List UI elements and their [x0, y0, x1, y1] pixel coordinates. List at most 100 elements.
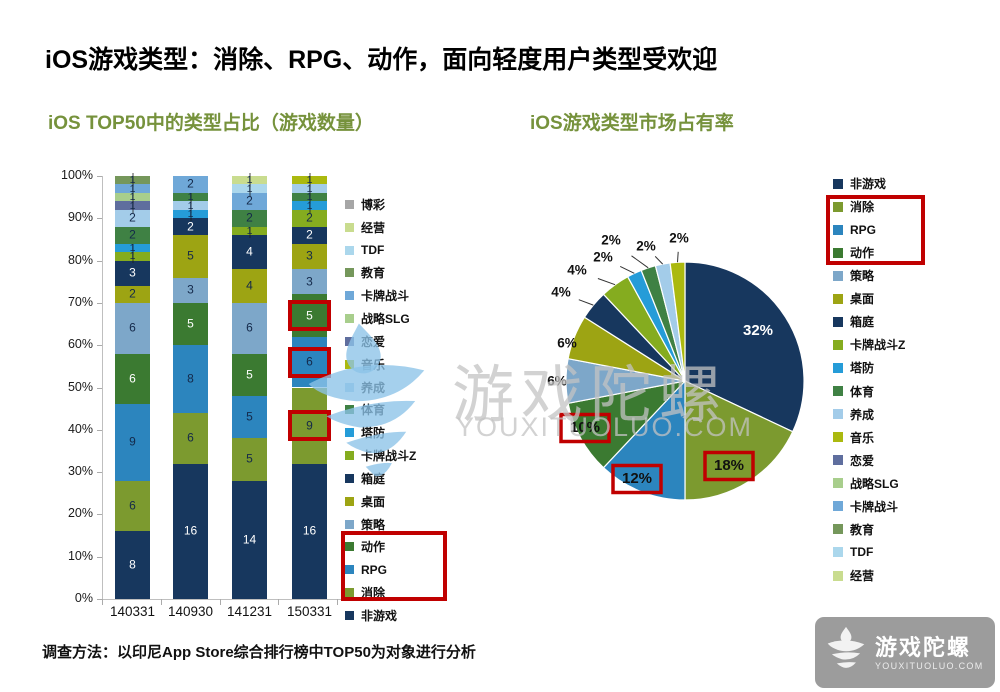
y-axis-tick — [97, 345, 102, 347]
legend-label: 战略SLG — [850, 476, 899, 491]
bar-segment-140331-0: 8 — [115, 531, 150, 599]
bar-segment-141231-0: 14 — [232, 480, 267, 599]
bar-segment-140331-8: 1 — [115, 240, 150, 255]
bar-segment-140331-12: 1 — [115, 190, 150, 205]
bar-segment-value: 5 — [246, 409, 253, 424]
bar-segment-140331-4: 6 — [115, 302, 150, 354]
legend-swatch — [833, 501, 843, 512]
bar-segment-value: 1 — [246, 182, 253, 195]
bar-segment-150331-9: 1 — [292, 190, 327, 205]
legend-label: RPG — [361, 562, 388, 577]
pie-label-RPG: 12% — [622, 470, 652, 487]
pie-legend-item-12: 恋爱 — [833, 449, 874, 472]
legend-swatch — [345, 496, 354, 506]
legend-swatch — [833, 570, 843, 581]
bar-segment-140331-6: 3 — [115, 260, 150, 286]
bar-segment-140331-5: 2 — [115, 285, 150, 303]
bar-segment-value: 9 — [306, 418, 313, 433]
y-axis-tick — [97, 260, 102, 262]
legend-swatch — [345, 588, 354, 598]
y-axis-tick — [97, 302, 102, 304]
bar-legend-item-16: RPG — [345, 558, 387, 581]
legend-label: 恋爱 — [850, 453, 875, 468]
legend-swatch — [833, 455, 843, 466]
bar-segment-value: 5 — [246, 452, 253, 467]
pie-slice-音乐 — [669, 261, 686, 382]
legend-label: 桌面 — [361, 494, 386, 509]
bar-highlight-box-消除 — [288, 410, 331, 442]
bar-segment-140930-0: 16 — [173, 463, 208, 599]
legend-swatch — [833, 339, 843, 350]
bar-segment-141231-5: 4 — [232, 269, 267, 303]
pie-label-体育: 2% — [601, 233, 621, 248]
x-axis-line — [102, 599, 342, 600]
y-axis-label: 40% — [67, 421, 93, 436]
bar-highlight-box-RPG — [288, 346, 331, 378]
pie-legend-item-4: 策略 — [833, 264, 874, 287]
bar-segment-value: 1 — [187, 199, 194, 212]
pie-legend-item-5: 桌面 — [833, 287, 874, 310]
bar-legend-item-14: 策略 — [345, 513, 385, 536]
pie-legend-item-3: 动作 — [833, 241, 874, 264]
bar-chart-title: iOS TOP50中的类型占比（游戏数量） — [48, 113, 374, 134]
legend-label: RPG — [850, 222, 877, 237]
legend-swatch — [833, 247, 843, 258]
bar-segment-150331-4: 3 — [292, 269, 327, 295]
legend-swatch — [833, 224, 843, 235]
bar-segment-140331-3: 6 — [115, 353, 150, 405]
bar-legend-item-13: 桌面 — [345, 490, 385, 513]
label-leader-line — [249, 181, 250, 196]
legend-swatch — [833, 270, 843, 281]
pie-label-leader-line — [619, 265, 635, 274]
label-leader-line — [190, 207, 191, 222]
pie-label-leader-line — [677, 251, 679, 263]
y-axis-label: 30% — [67, 464, 93, 479]
legend-label: 动作 — [850, 246, 875, 261]
bar-segment-150331-10: 1 — [292, 181, 327, 196]
bar-segment-value: 1 — [306, 199, 313, 212]
slide-title: iOS游戏类型：消除、RPG、动作，面向轻度用户类型受欢迎 — [45, 46, 718, 74]
bar-segment-141231-10: 1 — [232, 181, 267, 196]
bar-segment-value: 1 — [129, 199, 136, 212]
legend-swatch — [833, 293, 843, 304]
pie-chart-title: iOS游戏类型市场占有率 — [530, 113, 734, 134]
bar-segment-value: 3 — [187, 282, 194, 297]
pie-label-动作: 10% — [570, 419, 600, 436]
pie-highlight-box-RPG — [611, 463, 663, 495]
bar-segment-value: 1 — [129, 241, 136, 254]
legend-label: 卡牌战斗 — [361, 289, 410, 304]
bar-segment-140331-9: 2 — [115, 226, 150, 244]
pie-label-卡牌战斗Z: 4% — [567, 263, 587, 278]
y-axis-label: 50% — [67, 379, 93, 394]
legend-label: 箱庭 — [850, 315, 875, 330]
bar-segment-value: 3 — [129, 266, 136, 281]
x-axis-label-150331: 150331 — [286, 604, 333, 619]
pie-slice-消除 — [684, 380, 794, 501]
bar-segment-150331-6: 2 — [292, 226, 327, 244]
label-leader-line — [132, 249, 133, 264]
bar-segment-value: 1 — [306, 182, 313, 195]
x-axis-tick — [219, 599, 221, 605]
pie-label-leader-line — [597, 278, 616, 286]
label-leader-line — [132, 198, 133, 213]
pie-svg: 32% 18% 12% 10% 6% 6% 4% 4% 2% 2% 2% 2% — [547, 231, 805, 501]
bar-legend-item-17: 消除 — [345, 581, 385, 604]
pie-legend-highlight-box — [826, 195, 925, 265]
y-axis-label: 100% — [61, 168, 93, 182]
legend-label: 经营 — [361, 220, 386, 235]
bar-segment-140930-3: 5 — [173, 302, 208, 346]
legend-label: 塔防 — [850, 361, 875, 376]
legend-label: 养成 — [850, 407, 875, 422]
pie-slice-非游戏 — [684, 261, 805, 433]
pie-legend-item-10: 养成 — [833, 403, 874, 426]
bar-segment-141231-9: 2 — [232, 192, 267, 210]
bar-segment-value: 1 — [187, 207, 194, 220]
legend-swatch — [345, 610, 354, 620]
bar-segment-value: 2 — [187, 177, 194, 192]
legend-label: 战略SLG — [361, 312, 410, 327]
bar-segment-value: 6 — [187, 430, 194, 445]
bar-legend-item-4: 卡牌战斗 — [345, 284, 409, 307]
x-axis-label-140930: 140930 — [167, 604, 214, 619]
bar-segment-value: 5 — [246, 367, 253, 382]
bar-segment-value: 1 — [306, 173, 313, 186]
